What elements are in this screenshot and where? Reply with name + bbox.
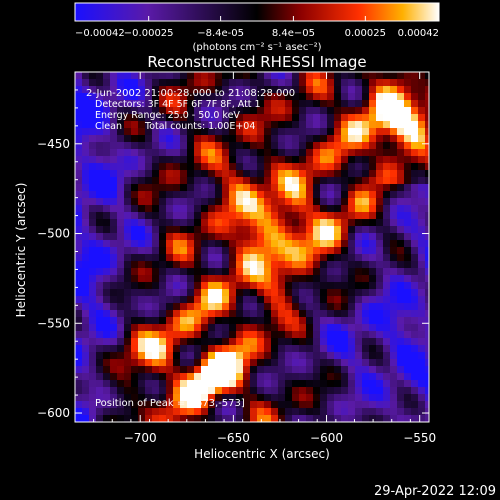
colorbar-tick-label: 0.00042 [398,28,439,39]
plot-frame [74,71,430,423]
x-tick-label: −650 [217,431,250,445]
annotation-method: Clean [95,121,122,132]
annotation-counts: Total counts: 1.00E+04 [144,121,255,132]
y-tick-label: −550 [37,316,70,330]
chart-title: Reconstructed RHESSI Image [147,53,366,71]
x-axis-label: Heliocentric X (arcsec) [194,447,330,461]
colorbar-unit-label: (photons cm⁻² s⁻¹ asec⁻²) [192,42,321,53]
colorbar-tick-label: 8.4e−05 [272,28,315,39]
x-tick-label: −700 [124,431,157,445]
colorbar-tick-label: −0.00042 [75,28,125,39]
colorbar-tick-label: 0.00025 [345,28,386,39]
y-tick-label: −500 [37,227,70,241]
axis-ticks: −700 −650 −600 −550 −450 −500 −550 −600 [37,72,436,445]
x-tick-label: −600 [310,431,343,445]
y-tick-label: −600 [37,406,70,420]
colorbar [74,2,440,22]
colorbar-tick-label: −0.00025 [124,28,174,39]
y-tick-label: −450 [37,137,70,151]
y-axis-label: Heliocentric Y (arcsec) [14,183,28,318]
heatmap-image [75,72,429,422]
annotation-time: 2-Jun-2002 21:00:28.000 to 21:08:28.000 [86,88,295,99]
annotation-energy: Energy Range: 25.0 - 50.0 keV [95,110,240,121]
colorbar-ticks: −0.00042 −0.00025 −8.4e-05 8.4e−05 0.00025 0.… [74,16,440,39]
colorbar-tick-label: −8.4e-05 [197,28,244,39]
timestamp: 29-Apr-2022 12:09 [374,484,496,499]
annotation-peak: Position of Peak = [-673,-573] [95,398,245,409]
x-tick-label: −550 [403,431,436,445]
annotation-detectors: Detectors: 3F 4F 5F 6F 7F 8F, Att 1 [95,99,261,110]
